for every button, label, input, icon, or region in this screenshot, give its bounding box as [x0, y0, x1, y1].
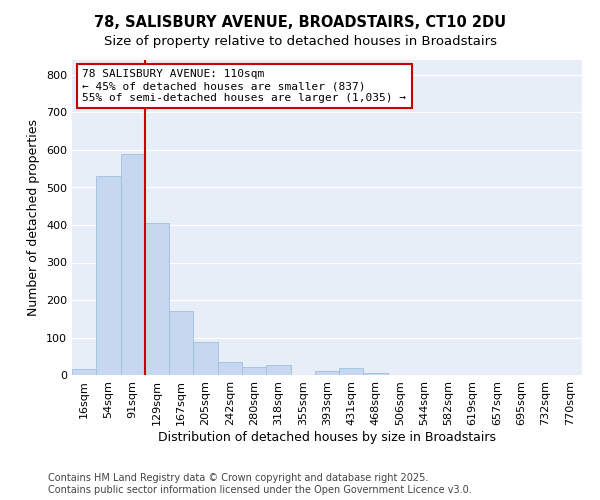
Bar [145, 223, 169, 375]
Bar [121, 154, 145, 375]
Bar [169, 311, 193, 375]
Text: 78 SALISBURY AVENUE: 110sqm
← 45% of detached houses are smaller (837)
55% of se: 78 SALISBURY AVENUE: 110sqm ← 45% of det… [82, 70, 406, 102]
Bar [315, 370, 339, 375]
Text: Size of property relative to detached houses in Broadstairs: Size of property relative to detached ho… [104, 35, 497, 48]
X-axis label: Distribution of detached houses by size in Broadstairs: Distribution of detached houses by size … [158, 430, 496, 444]
Text: 78, SALISBURY AVENUE, BROADSTAIRS, CT10 2DU: 78, SALISBURY AVENUE, BROADSTAIRS, CT10 … [94, 15, 506, 30]
Bar [242, 367, 266, 375]
Y-axis label: Number of detached properties: Number of detached properties [28, 119, 40, 316]
Bar [96, 176, 121, 375]
Bar [339, 368, 364, 375]
Bar [218, 362, 242, 375]
Bar [266, 364, 290, 375]
Bar [193, 342, 218, 375]
Text: Contains HM Land Registry data © Crown copyright and database right 2025.
Contai: Contains HM Land Registry data © Crown c… [48, 474, 472, 495]
Bar [72, 370, 96, 375]
Bar [364, 373, 388, 375]
